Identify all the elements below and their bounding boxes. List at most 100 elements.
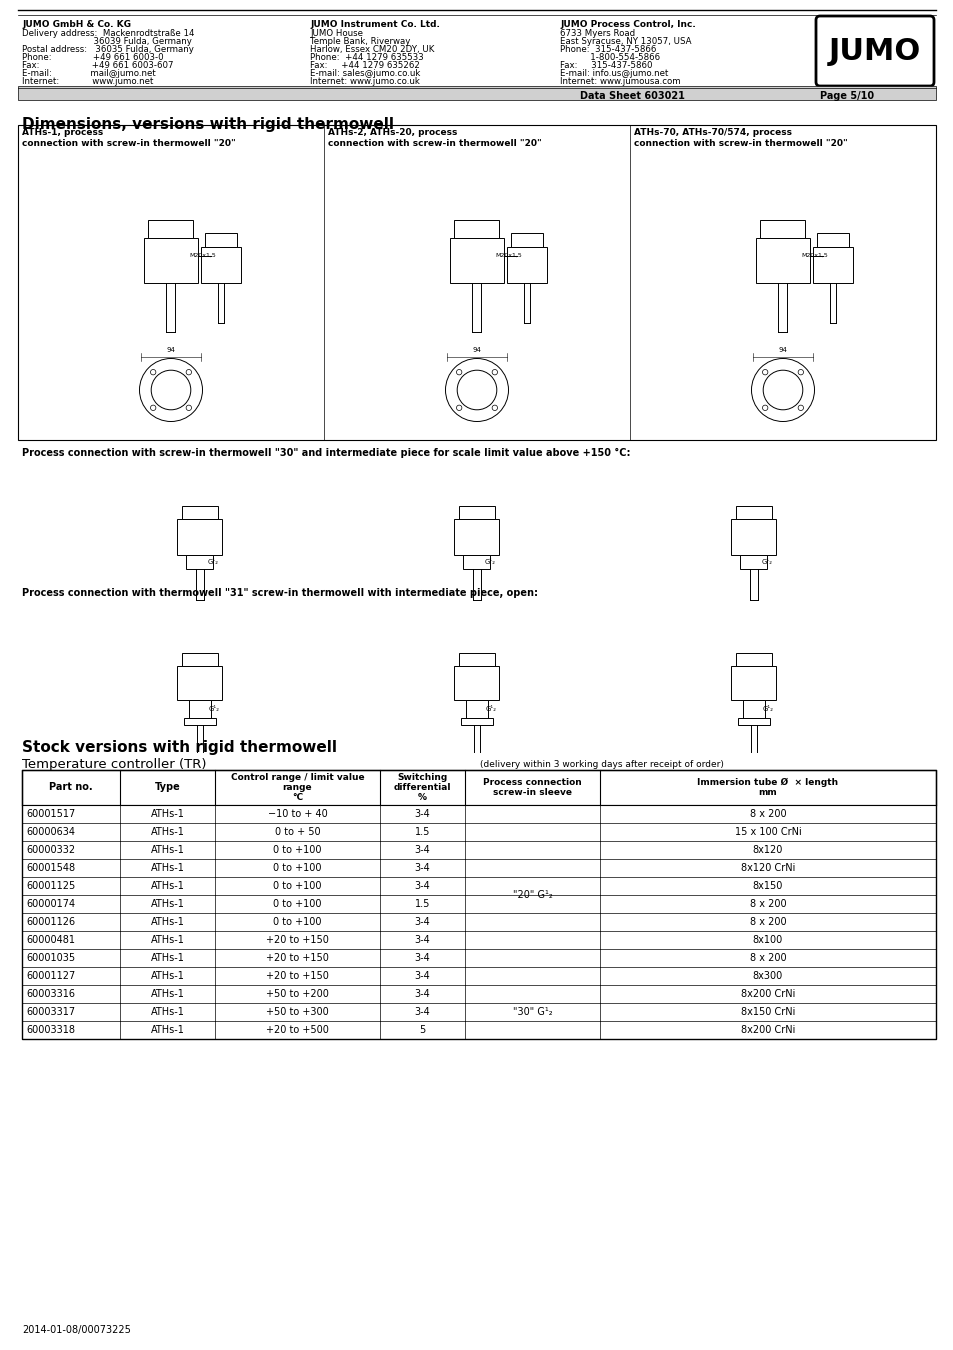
Bar [450, 238, 503, 282]
Text: Switching
differential
%: Switching differential % [394, 772, 451, 802]
Text: 60000634: 60000634 [26, 828, 75, 837]
Text: 60003317: 60003317 [26, 1007, 75, 1017]
Text: Data Sheet 603021: Data Sheet 603021 [579, 90, 684, 101]
Text: E-mail: info.us@jumo.net: E-mail: info.us@jumo.net [559, 69, 668, 78]
Text: E-mail: sales@jumo.co.uk: E-mail: sales@jumo.co.uk [310, 69, 420, 78]
Bar [22, 913, 935, 931]
Text: 94: 94 [778, 347, 786, 352]
Bar [189, 701, 211, 718]
Bar [735, 653, 771, 666]
Text: JUMO GmbH & Co. KG: JUMO GmbH & Co. KG [22, 20, 131, 28]
Bar [22, 1003, 935, 1021]
Text: 8x120 CrNi: 8x120 CrNi [740, 863, 795, 873]
Text: G¹₂: G¹₂ [760, 559, 771, 564]
Text: 3-4: 3-4 [415, 809, 430, 819]
Text: 60001548: 60001548 [26, 863, 75, 873]
Text: JUMO House: JUMO House [310, 28, 363, 38]
Text: G¹₂: G¹₂ [484, 559, 495, 564]
Text: ATHs-1: ATHs-1 [151, 1025, 184, 1035]
Bar [731, 666, 776, 701]
Bar [454, 220, 499, 238]
Text: 8x300: 8x300 [752, 971, 782, 981]
Text: G¹₂: G¹₂ [209, 706, 220, 711]
Text: ATHs-1: ATHs-1 [151, 845, 184, 855]
Bar [738, 718, 769, 725]
Text: 3-4: 3-4 [415, 971, 430, 981]
Text: 1.5: 1.5 [415, 828, 430, 837]
Text: 60000174: 60000174 [26, 899, 75, 909]
Text: "20" G¹₂: "20" G¹₂ [512, 890, 552, 900]
Text: 3-4: 3-4 [415, 990, 430, 999]
Bar [22, 769, 935, 805]
Text: Fax:     315-437-5860: Fax: 315-437-5860 [559, 61, 652, 70]
Text: ATHs-1: ATHs-1 [151, 971, 184, 981]
Text: ATHs-1: ATHs-1 [151, 917, 184, 927]
Text: 60001126: 60001126 [26, 917, 75, 927]
Text: 60000481: 60000481 [26, 936, 75, 945]
Bar [22, 986, 935, 1003]
Bar [144, 238, 198, 282]
Text: 94: 94 [167, 347, 175, 352]
Text: Phone:               +49 661 6003-0: Phone: +49 661 6003-0 [22, 53, 164, 62]
Bar [22, 824, 935, 841]
Text: +20 to +150: +20 to +150 [266, 971, 329, 981]
Text: ATHs-1, process
connection with screw-in thermowell "20": ATHs-1, process connection with screw-in… [22, 128, 235, 148]
Bar [22, 949, 935, 967]
Text: Control range / limit value
range
°C: Control range / limit value range °C [231, 772, 364, 802]
Text: ATHs-1: ATHs-1 [151, 990, 184, 999]
Text: 8x150 CrNi: 8x150 CrNi [740, 1007, 795, 1017]
Text: 60000332: 60000332 [26, 845, 75, 855]
Text: +20 to +150: +20 to +150 [266, 936, 329, 945]
Text: Process connection
screw-in sleeve: Process connection screw-in sleeve [482, 778, 581, 798]
Text: Dimensions, versions with rigid thermowell: Dimensions, versions with rigid thermowe… [22, 117, 394, 132]
Text: JUMO Instrument Co. Ltd.: JUMO Instrument Co. Ltd. [310, 20, 439, 28]
Text: 8x150: 8x150 [752, 882, 782, 891]
Text: 8x100: 8x100 [752, 936, 782, 945]
Text: 60001517: 60001517 [26, 809, 75, 819]
Text: G¹₂: G¹₂ [762, 706, 773, 711]
Text: 3-4: 3-4 [415, 936, 430, 945]
Text: Immersion tube Ø  × length
mm: Immersion tube Ø × length mm [697, 778, 838, 798]
Text: 1.5: 1.5 [415, 899, 430, 909]
Bar [735, 505, 771, 518]
FancyBboxPatch shape [815, 16, 933, 86]
Text: Postal address:   36035 Fulda, Germany: Postal address: 36035 Fulda, Germany [22, 45, 193, 54]
Bar [22, 769, 935, 1040]
Text: (delivery within 3 working days after receipt of order): (delivery within 3 working days after re… [479, 760, 723, 770]
Bar [812, 247, 852, 284]
Text: 5: 5 [419, 1025, 425, 1035]
Bar [22, 931, 935, 949]
Text: 94: 94 [472, 347, 481, 352]
Bar [463, 555, 490, 568]
Bar [182, 653, 218, 666]
Text: ATHs-1: ATHs-1 [151, 899, 184, 909]
Text: 0 to +100: 0 to +100 [273, 917, 321, 927]
Text: 3-4: 3-4 [415, 953, 430, 963]
Text: 60001127: 60001127 [26, 971, 75, 981]
Text: Stock versions with rigid thermowell: Stock versions with rigid thermowell [22, 740, 336, 755]
Text: E-mail:              mail@jumo.net: E-mail: mail@jumo.net [22, 69, 155, 78]
Text: 60001125: 60001125 [26, 882, 75, 891]
Bar [201, 247, 241, 284]
Bar [760, 220, 804, 238]
Bar [742, 701, 764, 718]
Text: 60001035: 60001035 [26, 953, 75, 963]
Text: ATHs-1: ATHs-1 [151, 882, 184, 891]
Text: Fax:     +44 1279 635262: Fax: +44 1279 635262 [310, 61, 419, 70]
Text: +20 to +500: +20 to +500 [266, 1025, 329, 1035]
Text: 3-4: 3-4 [415, 917, 430, 927]
Bar [177, 666, 222, 701]
Bar [177, 518, 222, 555]
Text: G¹₂: G¹₂ [485, 706, 497, 711]
Text: +50 to +200: +50 to +200 [266, 990, 329, 999]
Bar [22, 878, 935, 895]
Bar [149, 220, 193, 238]
Text: Process connection with screw-in thermowell "30" and intermediate piece for scal: Process connection with screw-in thermow… [22, 448, 630, 458]
Text: 8 x 200: 8 x 200 [749, 899, 785, 909]
Text: ATHs-1: ATHs-1 [151, 953, 184, 963]
Bar [205, 232, 236, 247]
Text: JUMO Process Control, Inc.: JUMO Process Control, Inc. [559, 20, 695, 28]
Text: Harlow, Essex CM20 2DY, UK: Harlow, Essex CM20 2DY, UK [310, 45, 434, 54]
Text: East Syracuse, NY 13057, USA: East Syracuse, NY 13057, USA [559, 36, 691, 46]
Text: 36039 Fulda, Germany: 36039 Fulda, Germany [22, 36, 192, 46]
